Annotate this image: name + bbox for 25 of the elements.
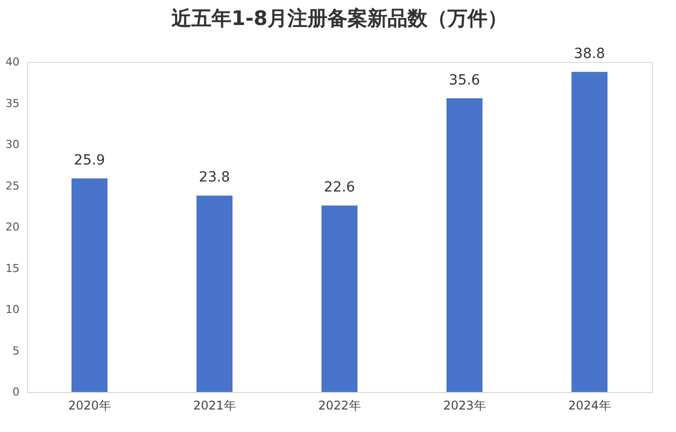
x-tick-label: 2021年 bbox=[193, 398, 236, 412]
x-tick-label: 2020年 bbox=[68, 398, 111, 412]
y-tick-label: 35 bbox=[6, 96, 20, 110]
data-label: 23.8 bbox=[198, 170, 230, 186]
bar bbox=[196, 196, 232, 392]
x-tick-label: 2023年 bbox=[443, 398, 486, 412]
data-label: 35.6 bbox=[448, 72, 480, 88]
y-tick-label: 0 bbox=[12, 386, 20, 398]
x-tick-label: 2022年 bbox=[318, 398, 361, 412]
bar bbox=[572, 72, 608, 392]
y-tick-label: 40 bbox=[6, 56, 20, 68]
y-tick-label: 20 bbox=[6, 220, 20, 234]
data-label: 38.8 bbox=[574, 46, 606, 62]
x-tick-label: 2024年 bbox=[568, 398, 611, 412]
y-tick-label: 25 bbox=[6, 179, 20, 192]
data-label: 22.6 bbox=[324, 180, 356, 196]
bar bbox=[72, 178, 108, 392]
chart-title: 近五年1-8月注册备案新品数（万件） bbox=[170, 6, 508, 30]
data-label: 25.9 bbox=[74, 152, 106, 168]
y-tick-label: 30 bbox=[6, 138, 20, 151]
y-tick-label: 10 bbox=[6, 303, 20, 316]
bar bbox=[446, 98, 482, 392]
bar bbox=[322, 206, 358, 392]
y-tick-label: 15 bbox=[6, 262, 20, 275]
y-tick-label: 5 bbox=[12, 344, 20, 358]
